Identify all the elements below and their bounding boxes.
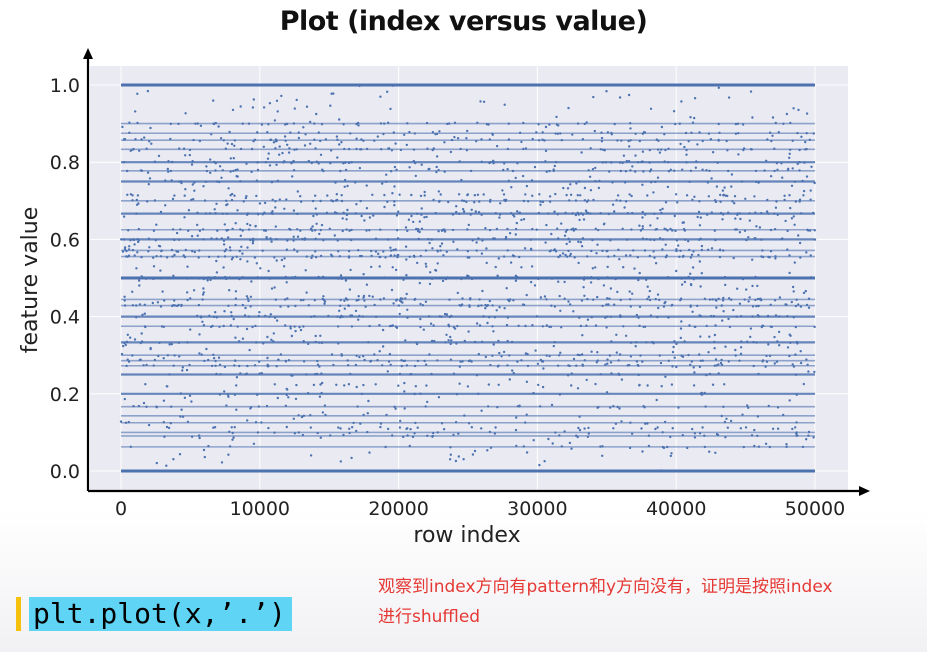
axes — [83, 48, 870, 496]
x-tick-labels: 0 10000 20000 30000 40000 50000 — [115, 498, 845, 520]
y-tick-label: 0.6 — [50, 229, 80, 251]
annotation-note: 观察到index方向有pattern和y方向没有，证明是按照index 进行sh… — [378, 572, 918, 632]
annotation-line-1: 观察到index方向有pattern和y方向没有，证明是按照index — [378, 577, 833, 597]
x-tick-label: 50000 — [785, 498, 845, 520]
y-axis-arrow — [83, 48, 93, 59]
code-snippet: plt.plot(x,’.’) — [29, 597, 292, 631]
x-axis-arrow — [859, 486, 870, 496]
y-tick-label: 0.4 — [50, 307, 80, 329]
x-tick-label: 10000 — [230, 498, 290, 520]
y-tick-label: 0.8 — [50, 152, 80, 174]
y-tick-label: 1.0 — [50, 75, 80, 97]
x-tick-label: 20000 — [368, 498, 428, 520]
x-axis-label: row index — [413, 523, 520, 548]
y-tick-labels: 0.0 0.2 0.4 0.6 0.8 1.0 — [50, 75, 80, 483]
y-tick-label: 0.0 — [50, 461, 80, 483]
x-tick-label: 0 — [115, 498, 127, 520]
scatter-points — [119, 83, 817, 473]
code-accent-bar — [16, 597, 21, 631]
annotation-line-2: 进行shuffled — [378, 607, 481, 627]
x-tick-label: 40000 — [646, 498, 706, 520]
x-tick-label: 30000 — [507, 498, 567, 520]
scatter-chart: 0 10000 20000 30000 40000 50000 0.00.20.40.60… — [18, 48, 870, 548]
y-tick-label: 0.2 — [50, 384, 80, 406]
y-axis-label: feature value — [18, 207, 43, 354]
data-points — [119, 83, 817, 473]
chart-title: Plot (index versus value) — [279, 6, 648, 37]
code-callout: plt.plot(x,’.’) — [16, 597, 292, 631]
